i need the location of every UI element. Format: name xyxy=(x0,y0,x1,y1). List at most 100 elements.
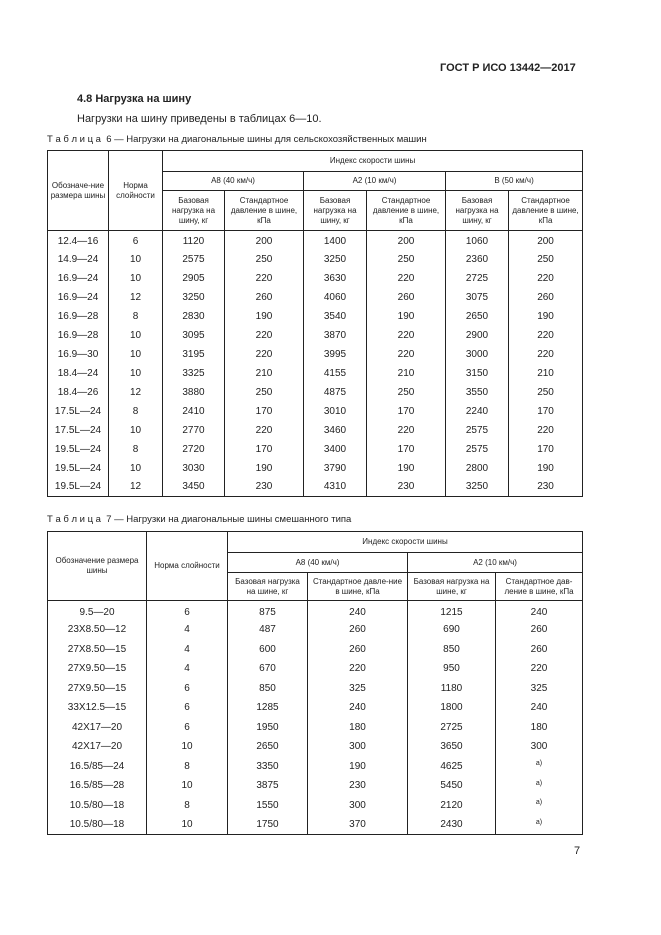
table-cell: 3790 xyxy=(303,458,367,478)
table-cell: 6 xyxy=(108,230,163,250)
table-cell: 17.5L—24 xyxy=(47,401,109,421)
table-cell: 4 xyxy=(146,659,228,679)
table-cell: 3650 xyxy=(407,737,496,757)
table-cell: 3325 xyxy=(162,363,225,383)
table-cell: 670 xyxy=(227,659,308,679)
header-cell: A2 (10 км/ч) xyxy=(406,552,584,573)
table: Обозначение размера шины Норма слойности И… xyxy=(47,531,584,835)
table-cell: 190 xyxy=(507,458,584,478)
table-cell: 1400 xyxy=(303,230,367,250)
header-cell: A2 (10 км/ч) xyxy=(303,171,446,191)
header-cell: Базовая нагрузка на шине, кг xyxy=(407,572,496,601)
table-cell: 220 xyxy=(494,659,584,679)
table-cell: 220 xyxy=(507,325,584,345)
table-cell: 10 xyxy=(108,420,163,440)
table-cell: 1060 xyxy=(445,230,509,250)
header-cell: Индекс скорости шины xyxy=(161,150,584,172)
table-cell: 14.9—24 xyxy=(47,249,109,269)
footnote-mark: а) xyxy=(535,818,543,826)
table-row: 16.9—28 10 3095 220 3870 220 2900 220 xyxy=(47,325,584,345)
table-cell: 10 xyxy=(108,344,163,364)
table-cell: 230 xyxy=(307,776,408,796)
table-cell: 230 xyxy=(507,477,584,497)
table-cell: 220 xyxy=(307,659,408,679)
table-cell: 2360 xyxy=(445,249,509,269)
table-cell: 3870 xyxy=(303,325,367,345)
table-cell: 220 xyxy=(507,344,584,364)
table-cell: 1180 xyxy=(407,678,496,698)
header-cell: Стандартное давление в шине, кПа xyxy=(224,190,304,231)
table-cell: 220 xyxy=(507,268,584,288)
table-cell: 240 xyxy=(307,698,408,718)
table-cell: 5450 xyxy=(407,776,496,796)
table-cell: 1285 xyxy=(227,698,308,718)
table-cell: 8 xyxy=(146,756,228,776)
table-row: 42X17—20 10 2650 300 3650 300 xyxy=(47,737,584,757)
table-cell: 27X9.50—15 xyxy=(47,678,147,698)
table-cell: 200 xyxy=(224,230,304,250)
table-cell: 170 xyxy=(224,401,304,421)
header-cell: Базовая нагрузка на шину, кг xyxy=(303,190,367,231)
table-cell: 16.9—30 xyxy=(47,344,109,364)
table-cell: 10 xyxy=(146,776,228,796)
table-cell: 2575 xyxy=(162,249,225,269)
table-cell: 2900 xyxy=(445,325,509,345)
table-cell: 16.9—28 xyxy=(47,325,109,345)
table-cell: 170 xyxy=(507,401,584,421)
table: Обозначе-ние размера шины Норма слойности… xyxy=(47,150,584,497)
table-row: 27X9.50—15 4 670 220 950 220 xyxy=(47,659,584,679)
table-cell: 3075 xyxy=(445,287,509,307)
table-cell: 4 xyxy=(146,639,228,659)
table-cell: 6 xyxy=(146,600,228,620)
header-cell: Базовая нагрузка на шине, кг xyxy=(227,572,308,601)
table-cell: 220 xyxy=(224,420,304,440)
table-row: 16.9—24 10 2905 220 3630 220 2725 220 xyxy=(47,268,584,288)
header-cell: Стандартное дав-ление в шине, кПа xyxy=(494,572,584,601)
table-cell: 250 xyxy=(224,249,304,269)
table-cell: 2725 xyxy=(407,717,496,737)
table-cell: 3995 xyxy=(303,344,367,364)
table-cell: 3630 xyxy=(303,268,367,288)
table-cell: 4060 xyxy=(303,287,367,307)
table-cell: 12 xyxy=(108,382,163,402)
table-cell: 260 xyxy=(366,287,446,307)
table-cell: 18.4—26 xyxy=(47,382,109,402)
header-cell: Стандартное давление в шине, кПа xyxy=(507,190,584,231)
table-cell: 2905 xyxy=(162,268,225,288)
table-cell: 3540 xyxy=(303,306,367,326)
table-cell: 250 xyxy=(507,249,584,269)
table-row: 16.5/85—28 10 3875 230 5450 а) xyxy=(47,776,584,796)
table-row: 18.4—26 12 3880 250 4875 250 3550 250 xyxy=(47,382,584,402)
table-cell: 260 xyxy=(494,620,584,640)
table-cell: а) xyxy=(494,795,584,815)
table-cell: 4 xyxy=(146,620,228,640)
table-cell: 230 xyxy=(366,477,446,497)
table-cell: 17.5L—24 xyxy=(47,420,109,440)
table-cell: 2240 xyxy=(445,401,509,421)
table-cell: 10 xyxy=(108,363,163,383)
table-cell: 260 xyxy=(494,639,584,659)
table-cell: 190 xyxy=(366,458,446,478)
header-cell: Индекс скорости шины xyxy=(226,531,584,553)
table-cell: 220 xyxy=(366,268,446,288)
table-cell: 3010 xyxy=(303,401,367,421)
table-row: 27X9.50—15 6 850 325 1180 325 xyxy=(47,678,584,698)
table-cell: 10 xyxy=(108,249,163,269)
table-cell: 2800 xyxy=(445,458,509,478)
table-cell: 260 xyxy=(307,620,408,640)
footnote-mark: а) xyxy=(535,760,543,768)
table-cell: 6 xyxy=(146,678,228,698)
table-cell: 170 xyxy=(366,401,446,421)
table-caption: Т а б л и ц а 7 — Нагрузки на диагональн… xyxy=(47,514,351,525)
table-cell: 220 xyxy=(366,325,446,345)
table-cell: 190 xyxy=(307,756,408,776)
table-cell: 1750 xyxy=(227,815,308,835)
table-cell: 240 xyxy=(494,600,584,620)
table-caption: Т а б л и ц а 6 — Нагрузки на диагональн… xyxy=(47,134,427,145)
table-cell: 3450 xyxy=(162,477,225,497)
table-cell: 6 xyxy=(146,698,228,718)
header-cell: A8 (40 км/ч) xyxy=(227,552,408,573)
table-row: 17.5L—24 10 2770 220 3460 220 2575 220 xyxy=(47,420,584,440)
table-cell: 600 xyxy=(227,639,308,659)
header-cell: Стандартное давле-ние в шине, кПа xyxy=(307,572,408,601)
